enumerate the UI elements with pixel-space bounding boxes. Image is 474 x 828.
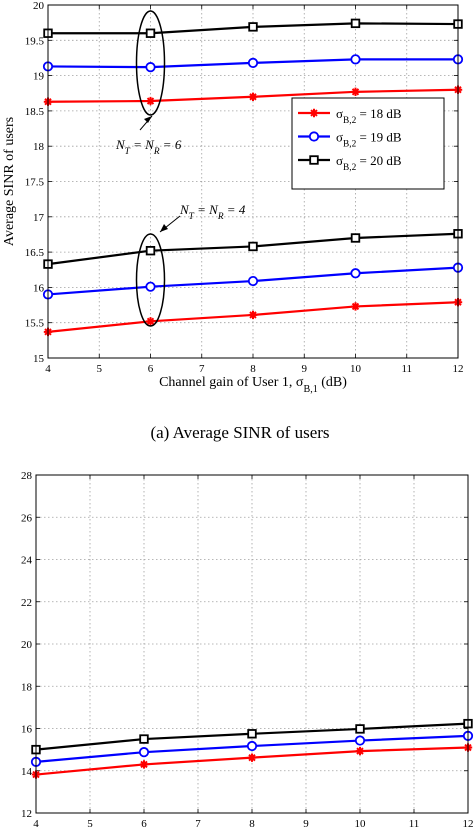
y-tick-label: 16	[21, 724, 33, 736]
data-point	[145, 281, 156, 292]
data-point	[248, 241, 258, 252]
data-point	[248, 92, 258, 101]
legend-marker	[309, 108, 319, 118]
y-tick-label: 28	[21, 470, 33, 482]
legend-entry: σB,2 = 19 dB	[298, 130, 402, 150]
data-point	[350, 54, 361, 65]
x-tick-label: 9	[303, 818, 309, 828]
figure-caption: (a) Average SINR of users	[150, 423, 329, 442]
x-axis-title: Channel gain of User 1, σB,1 (dB)	[159, 375, 347, 395]
x-tick-label: 10	[350, 363, 362, 375]
x-tick-label: 4	[45, 363, 51, 375]
y-tick-label: 20	[33, 0, 45, 12]
legend-marker	[308, 131, 320, 142]
data-point	[247, 753, 257, 762]
plot-frame	[47, 4, 459, 359]
data-point	[139, 734, 149, 744]
data-point	[351, 302, 360, 311]
y-tick-label: 17	[33, 212, 45, 224]
data-point	[145, 28, 156, 38]
x-tick-label: 10	[355, 818, 367, 828]
y-tick-label: 12	[21, 808, 32, 820]
data-point	[247, 729, 257, 739]
data-point	[350, 268, 361, 279]
y-tick-label: 20	[21, 639, 33, 651]
data-point	[247, 275, 259, 287]
data-point	[145, 62, 156, 73]
plot-frame	[35, 474, 469, 814]
y-tick-label: 24	[21, 555, 33, 567]
data-point	[146, 317, 155, 326]
y-tick-label: 18	[33, 141, 45, 153]
y-tick-label: 26	[21, 512, 33, 524]
x-tick-label: 9	[302, 363, 308, 375]
x-tick-label: 6	[148, 363, 154, 375]
x-tick-label: 12	[463, 818, 474, 828]
x-tick-label: 7	[195, 818, 201, 828]
x-tick-label: 12	[453, 363, 464, 375]
chart-bottom: 4 5 6 7 8 9 10 11 12 12 14 16 18 20 22 24 26 28	[21, 470, 474, 828]
legend-entry: σB,2 = 20 dB	[298, 153, 402, 173]
annotation-0: NT = NR = 6	[115, 10, 182, 157]
y-tick-label: 16.5	[25, 247, 45, 259]
data-point	[246, 740, 258, 752]
data-point	[355, 746, 365, 756]
data-point	[354, 735, 366, 746]
x-tick-label: 5	[97, 363, 103, 375]
x-tick-label: 8	[249, 818, 255, 828]
data-point	[350, 233, 361, 243]
data-point	[247, 57, 259, 68]
annotation-label: NT = NR = 6	[115, 137, 182, 157]
y-tick-label: 15	[33, 353, 45, 365]
y-tick-label: 14	[21, 766, 33, 778]
data-point	[351, 87, 360, 97]
legend-entry: σB,2 = 18 dB	[298, 106, 402, 126]
x-tick-label: 11	[409, 818, 420, 828]
legend-label: σB,2 = 18 dB	[336, 106, 402, 126]
data-point	[139, 760, 149, 769]
x-tick-label: 11	[401, 363, 412, 375]
x-tick-label: 6	[141, 818, 147, 828]
legend-marker	[309, 155, 319, 165]
data-point	[248, 310, 258, 320]
y-tick-label: 19.5	[25, 35, 45, 47]
y-tick-label: 17.5	[25, 177, 45, 189]
x-tick-label: 4	[33, 818, 39, 828]
y-tick-label: 15.5	[25, 318, 45, 330]
annotation-label: NT = NR = 4	[179, 202, 246, 222]
x-tick-label: 5	[87, 818, 93, 828]
data-point	[145, 245, 156, 256]
data-point	[355, 724, 365, 734]
data-point	[146, 96, 155, 106]
y-tick-label: 18.5	[25, 106, 45, 118]
data-point	[248, 22, 258, 32]
y-tick-label: 18	[21, 681, 33, 693]
chart-top: 4 5 6 7 8 9 10 11 12 15 15.5 16 16.5 17 17.5 18 18.5 19 19…	[2, 0, 464, 442]
x-tick-label: 7	[199, 363, 205, 375]
annotation-ellipse	[135, 10, 166, 116]
series-4	[42, 262, 464, 300]
annotation-arrowhead	[160, 224, 168, 232]
annotation-arrowhead	[144, 116, 152, 123]
annotation-1: NT = NR = 4	[135, 202, 246, 327]
y-tick-label: 16	[33, 282, 45, 294]
data-point	[138, 747, 150, 758]
data-point	[350, 18, 361, 29]
y-tick-label: 22	[21, 597, 32, 609]
y-tick-label: 19	[33, 71, 45, 83]
y-axis-title: Average SINR of users	[2, 117, 17, 246]
annotation-ellipse	[135, 233, 166, 327]
legend-label: σB,2 = 20 dB	[336, 153, 402, 173]
legend-label: σB,2 = 19 dB	[336, 130, 402, 150]
x-tick-label: 8	[250, 363, 256, 375]
